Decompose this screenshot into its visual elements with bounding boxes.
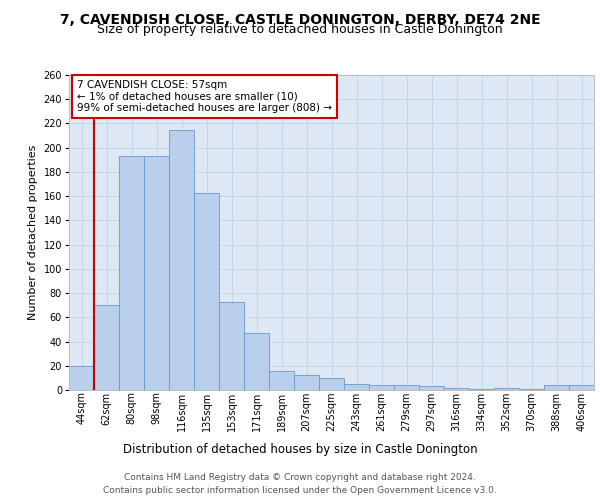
Bar bbox=[344, 384, 369, 390]
Bar bbox=[569, 385, 594, 390]
Bar bbox=[244, 333, 269, 390]
Bar bbox=[494, 388, 519, 390]
Bar bbox=[69, 366, 94, 390]
Bar bbox=[219, 302, 244, 390]
Bar bbox=[519, 389, 544, 390]
Y-axis label: Number of detached properties: Number of detached properties bbox=[28, 145, 38, 320]
Bar bbox=[369, 385, 394, 390]
Bar bbox=[419, 386, 444, 390]
Bar bbox=[444, 388, 469, 390]
Text: 7, CAVENDISH CLOSE, CASTLE DONINGTON, DERBY, DE74 2NE: 7, CAVENDISH CLOSE, CASTLE DONINGTON, DE… bbox=[59, 12, 541, 26]
Bar bbox=[169, 130, 194, 390]
Text: Distribution of detached houses by size in Castle Donington: Distribution of detached houses by size … bbox=[122, 442, 478, 456]
Bar bbox=[294, 376, 319, 390]
Bar bbox=[469, 389, 494, 390]
Text: Contains HM Land Registry data © Crown copyright and database right 2024.: Contains HM Land Registry data © Crown c… bbox=[124, 472, 476, 482]
Bar bbox=[544, 385, 569, 390]
Bar bbox=[94, 305, 119, 390]
Bar bbox=[194, 192, 219, 390]
Text: Contains public sector information licensed under the Open Government Licence v3: Contains public sector information licen… bbox=[103, 486, 497, 495]
Text: Size of property relative to detached houses in Castle Donington: Size of property relative to detached ho… bbox=[97, 22, 503, 36]
Bar bbox=[394, 385, 419, 390]
Bar bbox=[144, 156, 169, 390]
Bar bbox=[119, 156, 144, 390]
Text: 7 CAVENDISH CLOSE: 57sqm
← 1% of detached houses are smaller (10)
99% of semi-de: 7 CAVENDISH CLOSE: 57sqm ← 1% of detache… bbox=[77, 80, 332, 113]
Bar bbox=[269, 370, 294, 390]
Bar bbox=[319, 378, 344, 390]
